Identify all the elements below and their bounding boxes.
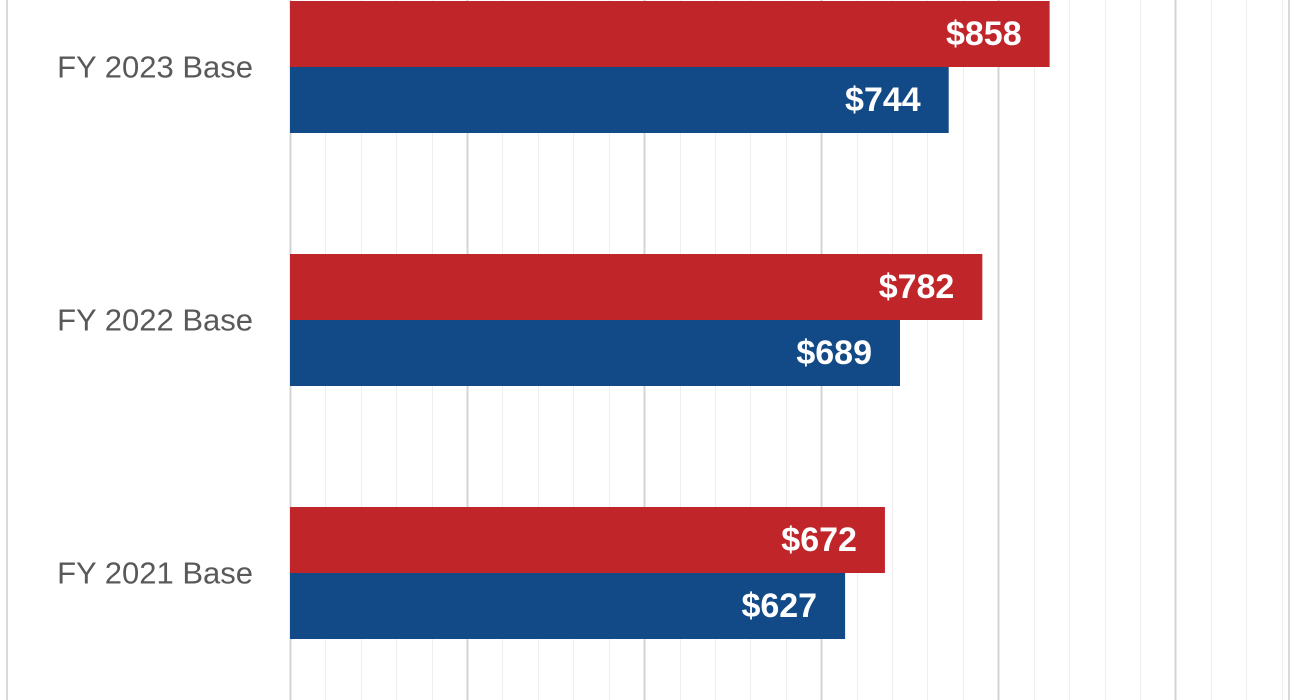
data-label: $744 <box>845 81 921 119</box>
data-label: $689 <box>796 334 872 372</box>
data-label: $672 <box>781 521 857 559</box>
bars <box>290 1 1050 639</box>
data-label: $858 <box>946 15 1022 53</box>
bar <box>290 573 846 639</box>
bar <box>290 254 983 320</box>
bar <box>290 320 900 386</box>
category-labels: FY 2023 Base FY 2022 Base FY 2021 Base <box>57 50 253 591</box>
right-frame-edge <box>1288 0 1290 700</box>
category-label: FY 2021 Base <box>57 556 253 591</box>
data-label: $782 <box>879 268 955 306</box>
data-label: $627 <box>741 587 817 625</box>
data-labels: $858 $744 $782$689 $672 $627 <box>741 15 1021 625</box>
bar <box>290 67 949 133</box>
left-frame-edge <box>6 0 8 700</box>
category-label: FY 2023 Base <box>57 50 253 85</box>
bar <box>290 507 885 573</box>
bar <box>290 1 1050 67</box>
category-label: FY 2022 Base <box>57 303 253 338</box>
